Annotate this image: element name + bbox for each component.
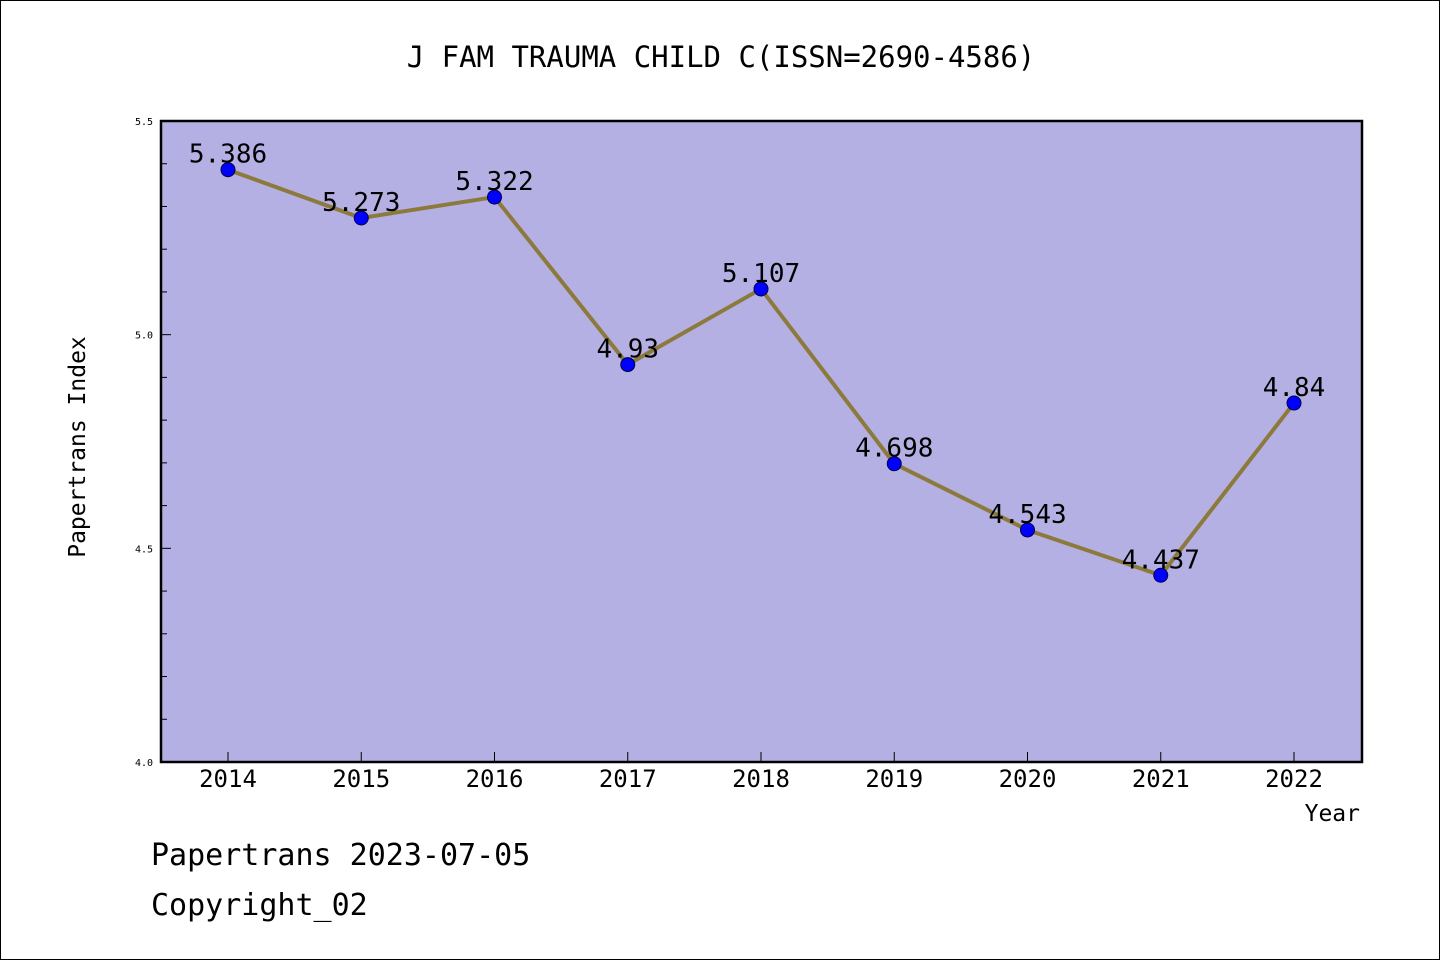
data-point xyxy=(620,357,636,373)
data-point xyxy=(886,456,902,472)
x-tick-label: 2015 xyxy=(332,765,390,793)
x-tick-label: 2022 xyxy=(1265,765,1323,793)
data-point xyxy=(487,189,502,205)
data-label: 4.437 xyxy=(1122,545,1200,575)
data-label: 4.698 xyxy=(855,434,933,464)
data-label: 5.386 xyxy=(189,140,267,170)
data-point xyxy=(1153,567,1169,583)
y-tick-label: 4.5 xyxy=(135,544,153,555)
data-label: 5.107 xyxy=(722,259,800,289)
data-label: 5.273 xyxy=(322,188,400,218)
x-axis: 2014 2015 2016 2017 2018 2019 2020 2021 2022 xyxy=(199,752,1323,793)
data-point xyxy=(1286,395,1302,411)
series: 5.386 5.273 5.322 4.93 5.107 4.698 4.543 4.437 4… xyxy=(189,140,1325,583)
x-tick-label: 2018 xyxy=(732,765,790,793)
data-label: 4.84 xyxy=(1263,373,1326,403)
y-tick-label: 4.0 xyxy=(135,758,153,769)
data-label: 5.322 xyxy=(455,167,533,197)
data-point xyxy=(1020,522,1035,538)
x-tick-label: 2021 xyxy=(1132,765,1190,793)
data-point xyxy=(753,281,769,297)
y-tick-label: 5.0 xyxy=(135,331,153,342)
data-point xyxy=(220,162,236,178)
x-tick-label: 2016 xyxy=(466,765,524,793)
x-tick-label: 2014 xyxy=(199,765,257,793)
x-tick-label: 2020 xyxy=(999,765,1057,793)
plot-border xyxy=(159,119,1364,764)
footer-date: Papertrans 2023-07-05 xyxy=(151,838,530,873)
y-axis-label: Papertrans Index xyxy=(65,336,91,558)
footer-copyright: Copyright_02 xyxy=(151,888,368,923)
x-tick-label: 2017 xyxy=(599,765,657,793)
y-tick-label: 5.5 xyxy=(135,117,153,128)
chart-title: J FAM TRAUMA CHILD C(ISSN=2690-4586) xyxy=(407,40,1036,74)
data-label: 4.93 xyxy=(596,335,659,365)
data-point xyxy=(353,210,369,226)
plot-area xyxy=(161,121,1362,762)
x-axis-label: Year xyxy=(1305,801,1360,827)
data-label: 4.543 xyxy=(988,500,1066,530)
x-tick-label: 2019 xyxy=(865,765,923,793)
